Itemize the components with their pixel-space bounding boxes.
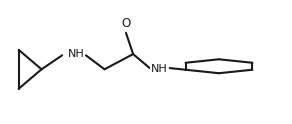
Text: NH: NH <box>67 49 84 59</box>
Text: NH: NH <box>150 64 167 74</box>
Text: O: O <box>121 17 131 30</box>
